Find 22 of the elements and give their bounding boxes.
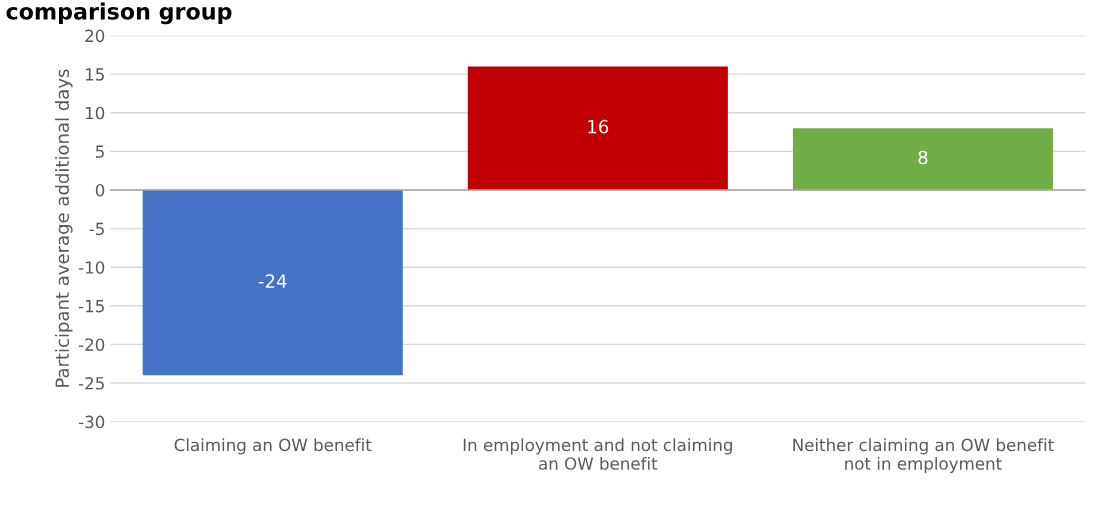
y-tick-label: 0 — [95, 183, 105, 197]
data-label: 8 — [918, 150, 928, 165]
data-label: 16 — [588, 119, 609, 134]
y-tick-label: -10 — [78, 261, 105, 274]
y-tick-label: -30 — [78, 415, 105, 429]
y-tick-label: -5 — [89, 222, 104, 236]
bar — [142, 189, 403, 376]
bar — [467, 66, 728, 190]
y-axis-title: Participant average additional days — [55, 69, 73, 387]
y-tick-label: 10 — [85, 106, 105, 120]
y-tick-label: 20 — [85, 29, 105, 43]
data-label: -24 — [258, 274, 287, 288]
y-tick-label: -25 — [78, 376, 104, 390]
y-tick-label: 5 — [96, 145, 104, 158]
y-tick-label: 15 — [85, 68, 104, 81]
chart-title: comparison group — [6, 2, 232, 25]
bar — [792, 128, 1053, 190]
y-tick-label: -15 — [78, 300, 104, 313]
x-tick-label: Neither claiming an OW benefit not in employment — [793, 438, 1054, 474]
x-tick-label: Claiming an OW benefit — [174, 438, 372, 455]
y-tick-label: -20 — [78, 338, 105, 351]
x-tick-label: In employment and not claiming an OW benefit — [463, 438, 732, 470]
